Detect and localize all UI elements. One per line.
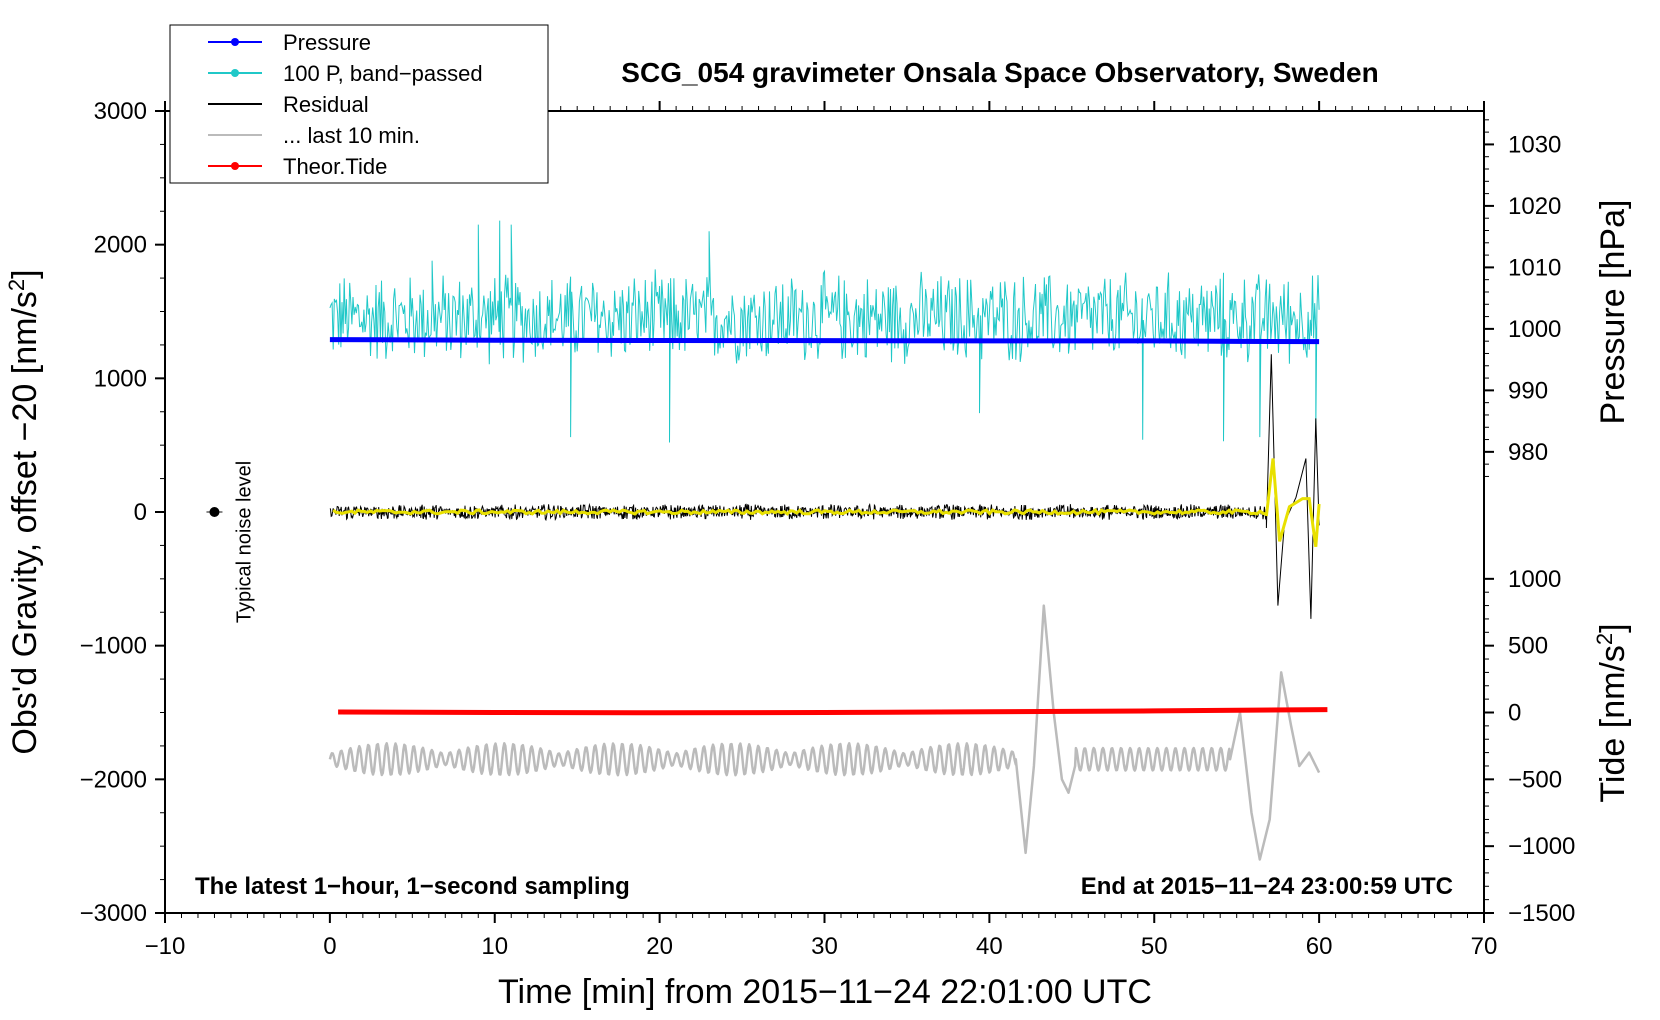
y-left-tick-label: 2000: [94, 232, 147, 259]
y-axis-left-ticks: −3000 −2000 −1000 0 1000 2000 3000: [80, 98, 165, 927]
y-left-tick-label: −3000: [80, 900, 147, 927]
legend-marker: [231, 69, 239, 77]
series-residual: [329, 354, 1320, 619]
legend-marker: [231, 38, 239, 46]
series-pressure: [329, 337, 1320, 345]
series-last-10-min: [328, 604, 1321, 861]
tide-tick-label: 1000: [1508, 566, 1561, 593]
y-axis-left-title-main: Obs'd Gravity, offset −20 [nm/s: [6, 291, 44, 754]
legend-label: ... last 10 min.: [283, 123, 420, 148]
y-axis-left-title-sup: 2: [4, 279, 29, 291]
y-left-tick-label: 0: [134, 499, 147, 526]
y-axis-tide-title-sup: 2: [1592, 633, 1617, 645]
x-tick-label: 20: [646, 933, 673, 960]
x-tick-label: 40: [976, 933, 1003, 960]
series-layer: [328, 220, 1328, 861]
y-axis-tide-title-end: ]: [1594, 623, 1632, 632]
pressure-tick-label: 1030: [1508, 131, 1561, 158]
tide-tick-label: −1500: [1508, 900, 1575, 927]
x-tick-label: 50: [1141, 933, 1168, 960]
legend-marker: [231, 162, 239, 170]
tide-axis-ticks: −1500 −1000 −500 0 500 1000: [1484, 566, 1575, 927]
x-tick-label: −10: [145, 933, 186, 960]
tide-tick-label: 500: [1508, 633, 1548, 660]
y-axis-left-title-end: ]: [6, 269, 44, 278]
y-left-tick-label: 1000: [94, 365, 147, 392]
pressure-axis-ticks: 980 990 1000 1010 1020 1030: [1484, 119, 1561, 477]
pressure-tick-label: 1010: [1508, 254, 1561, 281]
chart-title: SCG_054 gravimeter Onsala Space Observat…: [621, 57, 1378, 88]
pressure-tick-label: 1020: [1508, 193, 1561, 220]
legend-label: Theor.Tide: [283, 154, 387, 179]
legend-label: Residual: [283, 92, 369, 117]
series-residual-smoothed: [332, 458, 1321, 548]
noise-marker-label: Typical noise level: [233, 461, 255, 623]
y-axis-left-title: Obs'd Gravity, offset −20 [nm/s2]: [4, 269, 45, 754]
x-tick-label: 10: [481, 933, 508, 960]
annotation-right: End at 2015−11−24 23:00:59 UTC: [1081, 873, 1453, 900]
pressure-tick-label: 980: [1508, 439, 1548, 466]
annotation-left: The latest 1−hour, 1−second sampling: [195, 873, 630, 900]
y-axis-tide-title: Tide [nm/s2]: [1592, 623, 1633, 802]
legend-label: 100 P, band−passed: [283, 61, 483, 86]
pressure-tick-label: 1000: [1508, 316, 1561, 343]
x-tick-label: 60: [1306, 933, 1333, 960]
x-tick-label: 30: [811, 933, 838, 960]
series-theor-tide: [338, 707, 1328, 716]
legend: Pressure 100 P, band−passed Residual ... la…: [169, 24, 549, 184]
series-bandpassed-pressure: [329, 220, 1320, 443]
tide-tick-label: −1000: [1508, 833, 1575, 860]
y-axis-tide-title-main: Tide [nm/s: [1594, 645, 1632, 802]
y-axis-pressure-title: Pressure [hPa]: [1594, 200, 1632, 425]
x-tick-label: 70: [1471, 933, 1498, 960]
y-left-tick-label: −2000: [80, 766, 147, 793]
x-axis-ticks: −10 0 10 20 30 40 50 60 70: [145, 101, 1498, 960]
x-tick-label: 0: [323, 933, 336, 960]
tide-tick-label: 0: [1508, 700, 1521, 727]
pressure-tick-label: 990: [1508, 377, 1548, 404]
noise-marker-dot: [209, 507, 220, 517]
noise-marker-group: Typical noise level: [206, 461, 255, 623]
legend-label: Pressure: [283, 30, 371, 55]
tide-tick-label: −500: [1508, 766, 1562, 793]
y-left-tick-label: 3000: [94, 98, 147, 125]
y-left-tick-label: −1000: [80, 633, 147, 660]
x-axis-title: Time [min] from 2015−11−24 22:01:00 UTC: [498, 973, 1152, 1011]
